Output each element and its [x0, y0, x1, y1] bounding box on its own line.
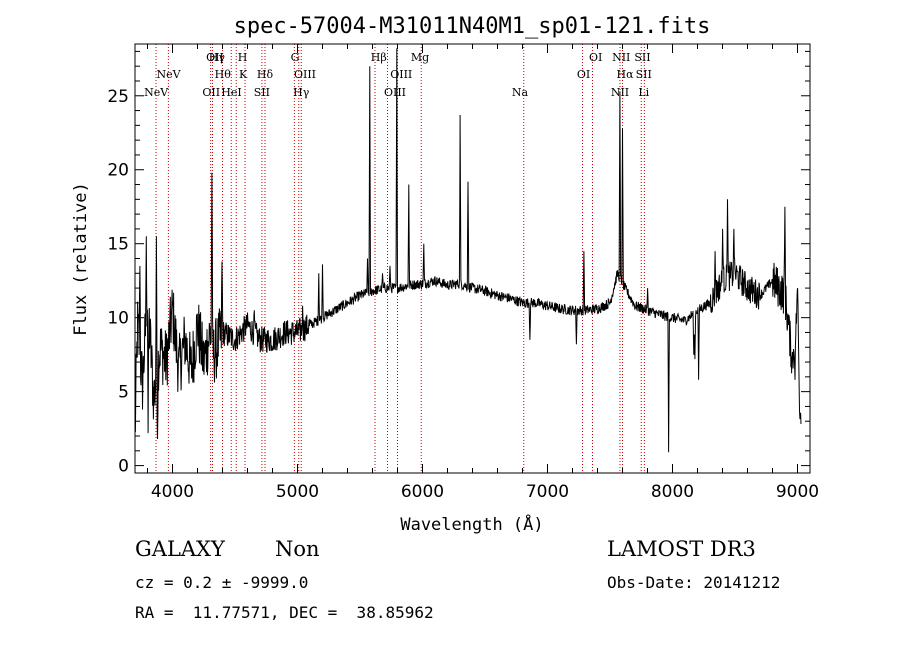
line-label: Hδ [257, 68, 274, 81]
line-label: OII [202, 86, 220, 99]
line-label: Mg [411, 51, 429, 64]
y-tick-label: 20 [107, 161, 129, 181]
line-label: SII [636, 68, 652, 81]
line-label: OII [206, 51, 224, 64]
x-tick-label: 8000 [651, 482, 694, 502]
coordinates: RA = 11.77571, DEC = 38.85962 [135, 603, 434, 622]
x-axis-label: Wavelength (Å) [400, 513, 543, 535]
x-tick-label: 6000 [401, 482, 444, 502]
line-label: NII [612, 51, 630, 64]
y-tick-label: 15 [107, 235, 129, 255]
spectrum-line [134, 48, 802, 453]
line-label: HeI [221, 86, 241, 99]
line-label: K [239, 68, 248, 81]
line-label: Hα [616, 68, 634, 81]
x-tick-label: 5000 [276, 482, 319, 502]
line-label: OI [577, 68, 590, 81]
line-label: Li [638, 86, 649, 99]
x-tick-label: 9000 [776, 482, 819, 502]
x-tick-label: 4000 [151, 482, 194, 502]
y-tick-label: 25 [107, 87, 129, 107]
obs-date: Obs-Date: 20141212 [607, 573, 781, 592]
line-label: OI [589, 51, 602, 64]
spectrum-layer [134, 48, 802, 453]
line-label: SII [634, 51, 650, 64]
line-label: Hγ [209, 51, 226, 64]
line-label: NeV [144, 86, 169, 99]
plot-frame [134, 43, 811, 474]
line-label: G [291, 51, 300, 64]
y-axis: 0 5 10 15 20 25 [107, 50, 810, 477]
line-label: NeV [156, 68, 181, 81]
survey-name: LAMOST DR3 [607, 537, 756, 561]
y-tick-label: 10 [107, 309, 129, 329]
object-class: GALAXY [135, 537, 225, 561]
chart-title: spec-57004-M31011N40M1_sp01-121.fits [234, 14, 711, 39]
line-label: Na [512, 86, 529, 99]
y-tick-label: 5 [118, 383, 129, 403]
x-tick-label: 7000 [526, 482, 569, 502]
y-axis-label: Flux (relative) [71, 182, 91, 336]
line-label: Hθ [215, 68, 232, 81]
line-marker-layer [155, 44, 645, 473]
line-label: NII [611, 86, 629, 99]
line-label: OIII [390, 68, 412, 81]
line-label: SII [254, 86, 270, 99]
line-label: Hβ [371, 51, 387, 64]
line-label: OIII [384, 86, 406, 99]
line-label: Hγ [293, 86, 310, 99]
line-label: OIII [294, 68, 316, 81]
y-tick-label: 0 [118, 457, 129, 477]
object-subclass: Non [275, 537, 320, 561]
redshift-cz: cz = 0.2 ± -9999.0 [135, 573, 309, 592]
x-axis: 4000 5000 6000 7000 8000 9000 [147, 44, 819, 502]
line-label: H [238, 51, 248, 64]
